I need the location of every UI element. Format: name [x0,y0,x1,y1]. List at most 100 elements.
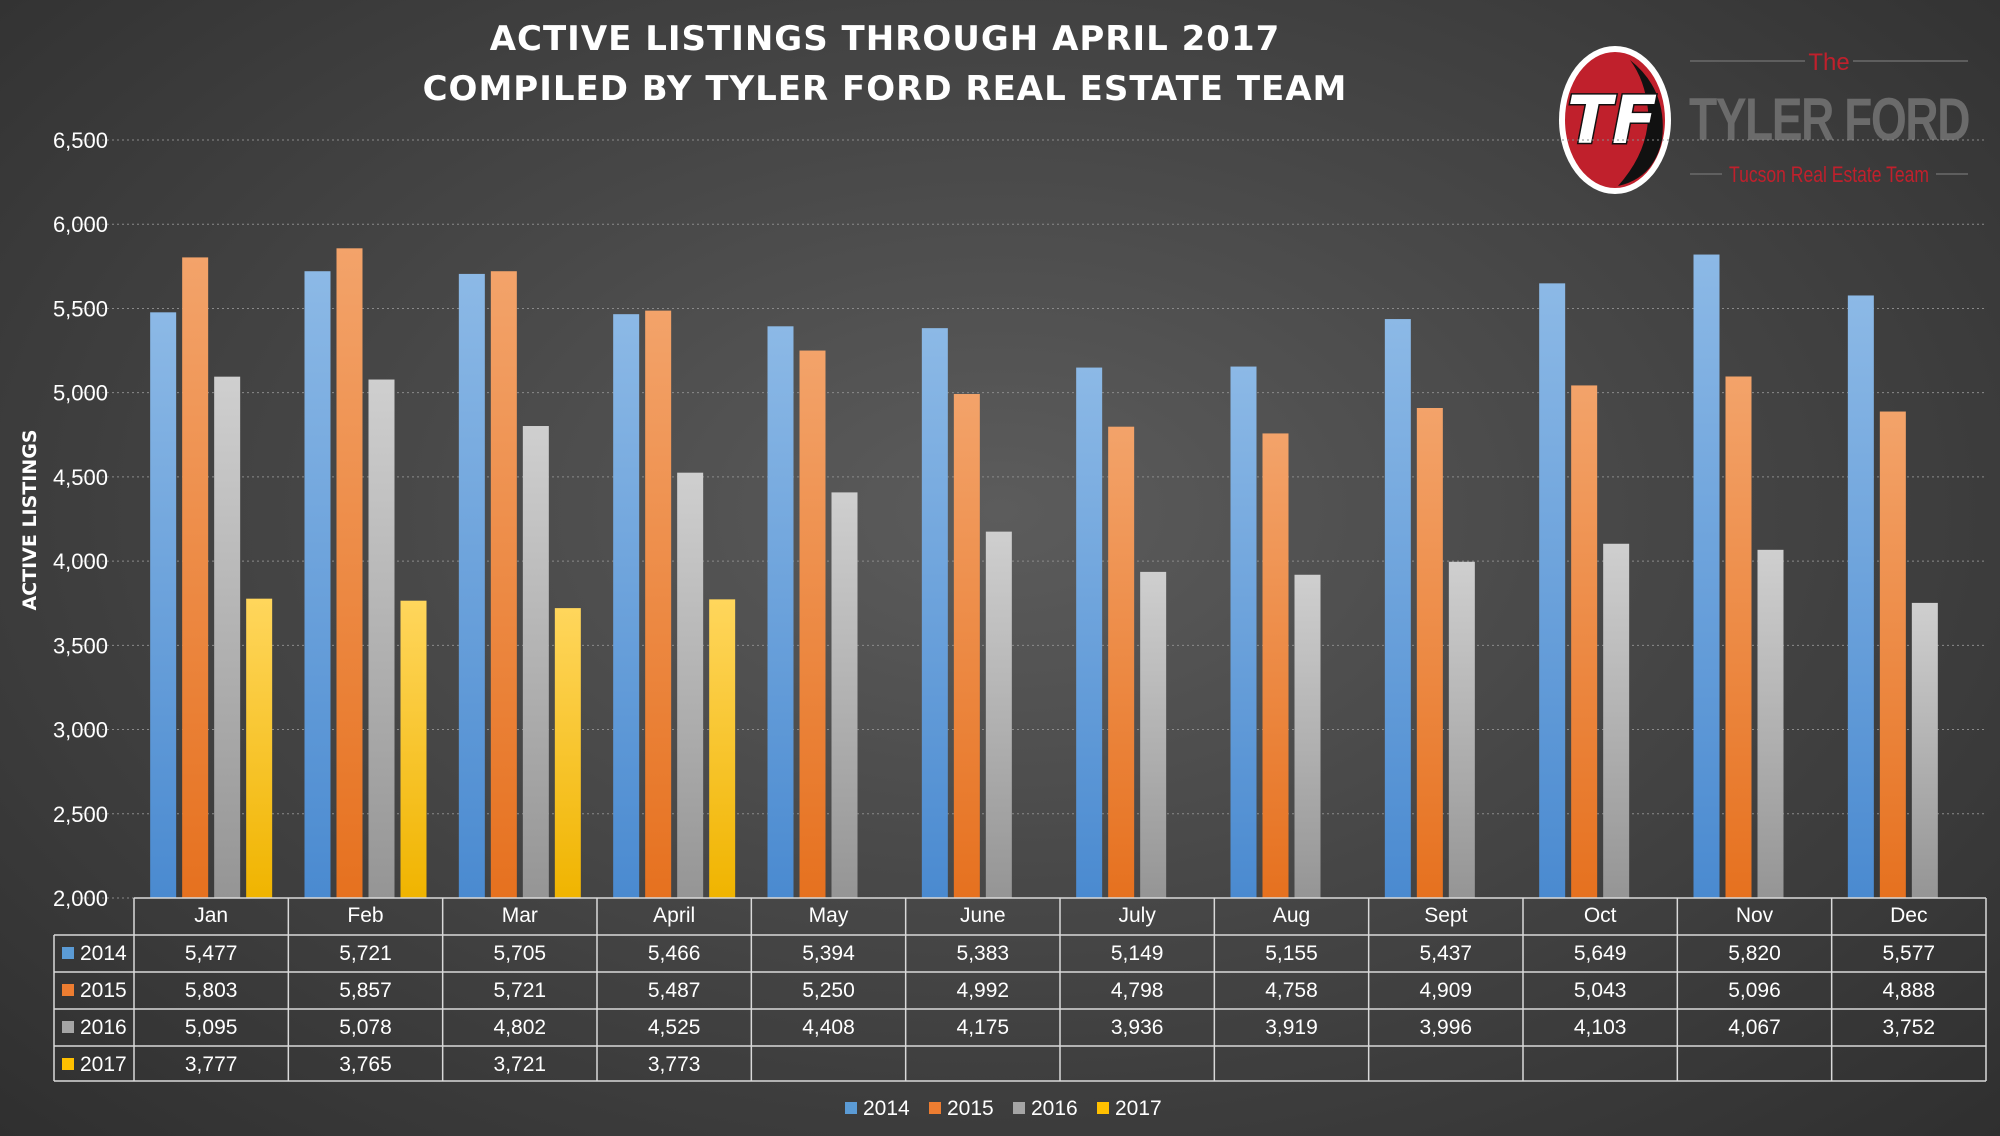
bars [150,248,1938,899]
y-axis-ticks: 2,000 2,500 3,000 3,500 4,000 4,500 5,000 5,500… [53,128,108,911]
x-category-label: Feb [347,904,383,927]
table-cell-value: 5,078 [339,1016,392,1039]
bar-2014-oct [1539,283,1566,899]
bar-2015-aug [1262,433,1289,898]
bar-2016-nov [1757,549,1784,898]
table-cell-value: 5,721 [494,979,547,1002]
legend-swatch [845,1102,857,1114]
bar-2015-dec [1879,411,1906,898]
bar-2015-april [645,310,672,898]
bar-2014-feb [304,271,331,898]
bar-2014-jan [150,312,177,898]
table-cell-value: 3,765 [339,1053,392,1076]
logo-the: The [1808,49,1849,76]
table-series-swatch [62,1058,74,1070]
table-cell-value: 5,149 [1111,942,1164,965]
bar-2016-aug [1294,574,1321,898]
bar-2016-july [1140,571,1167,898]
y-axis-label: ACTIVE LISTINGS [19,429,41,610]
bar-2015-oct [1571,385,1598,898]
table-cell-value: 4,175 [957,1016,1010,1039]
x-category-label: June [960,904,1006,927]
bar-2016-feb [368,379,395,898]
table-cell-value: 3,773 [648,1053,701,1076]
table-cell-value: 4,758 [1265,979,1318,1002]
table-cell-value: 5,487 [648,979,701,1002]
table-cell-value: 5,820 [1728,942,1781,965]
bar-2017-mar [554,608,581,898]
y-tick-label: 3,000 [53,718,108,743]
x-category-label: Oct [1584,904,1617,927]
bar-2014-nov [1693,254,1720,898]
bar-2017-april [709,599,736,898]
table-series-name: 2015 [80,979,127,1002]
legend-swatch [1013,1102,1025,1114]
table-cell-value: 5,394 [802,942,855,965]
table-cell-value: 3,777 [185,1053,238,1076]
bar-2015-june [953,394,980,898]
bar-2016-april [677,472,704,898]
bar-2016-mar [522,426,549,898]
table-series-name: 2014 [80,942,127,965]
chart-subtitle: COMPILED BY TYLER FORD REAL ESTATE TEAM [423,69,1348,109]
bar-2015-july [1108,426,1135,898]
table-cell-value: 4,909 [1420,979,1473,1002]
bar-2017-jan [246,598,273,898]
bar-2014-june [921,328,948,898]
bar-2014-may [767,326,794,898]
y-tick-label: 2,500 [53,802,108,827]
bar-2014-aug [1230,366,1257,899]
table-cell-value: 4,067 [1728,1016,1781,1039]
table-cell-value: 3,721 [494,1053,547,1076]
bar-2014-mar [458,273,485,898]
table-series-name: 2017 [80,1053,127,1076]
table-cell-value: 4,408 [802,1016,855,1039]
y-tick-label: 2,000 [53,886,108,911]
bar-2016-sept [1448,561,1475,898]
legend: 2014 2015 2016 2017 [845,1097,1162,1120]
table-cell-value: 5,437 [1420,942,1473,965]
bar-2016-oct [1603,543,1630,898]
y-tick-label: 5,000 [53,381,108,406]
bar-2015-sept [1416,407,1443,898]
x-category-label: Dec [1890,904,1927,927]
table-cell-value: 5,383 [957,942,1010,965]
table-series-swatch [62,1021,74,1033]
legend-entry: 2017 [1115,1097,1162,1120]
y-tick-label: 4,500 [53,465,108,490]
bar-2014-dec [1847,295,1874,898]
bar-2015-nov [1725,376,1752,899]
table-cell-value: 5,250 [802,979,855,1002]
table-cell-value: 5,095 [185,1016,238,1039]
logo-name: TYLER FORD [1689,86,1969,153]
legend-entry: 2014 [863,1097,910,1120]
table-cell-value: 5,721 [339,942,392,965]
y-tick-label: 6,000 [53,212,108,237]
chart-title: ACTIVE LISTINGS THROUGH APRIL 2017 [490,19,1281,59]
table-cell-value: 4,802 [494,1016,547,1039]
data-table: Jan Feb Mar April May June July Aug Sept Oct Nov De… [53,897,1987,1082]
legend-swatch [929,1102,941,1114]
table-cell-value: 3,996 [1420,1016,1473,1039]
x-category-label: Sept [1424,904,1467,927]
bar-2015-feb [336,248,363,898]
logo-monogram: TF [1567,82,1657,159]
table-cell-value: 5,043 [1574,979,1627,1002]
x-category-label: Aug [1273,904,1310,927]
table-cell-value: 5,649 [1574,942,1627,965]
y-tick-label: 3,500 [53,633,108,658]
table-cell-value: 3,936 [1111,1016,1164,1039]
bar-2015-may [799,350,826,898]
table-cell-value: 4,103 [1574,1016,1627,1039]
legend-entry: 2016 [1031,1097,1078,1120]
tyler-ford-logo: TF The TYLER FORD Tucson Real Estate Tea… [1559,46,1971,194]
table-cell-value: 4,992 [957,979,1010,1002]
bar-2014-sept [1384,319,1411,898]
table-cell-value: 5,096 [1728,979,1781,1002]
bar-2015-jan [182,257,209,899]
logo-team: Tucson Real Estate Team [1729,162,1929,187]
table-cell-value: 4,798 [1111,979,1164,1002]
table-series-swatch [62,984,74,996]
table-cell-value: 4,525 [648,1016,701,1039]
